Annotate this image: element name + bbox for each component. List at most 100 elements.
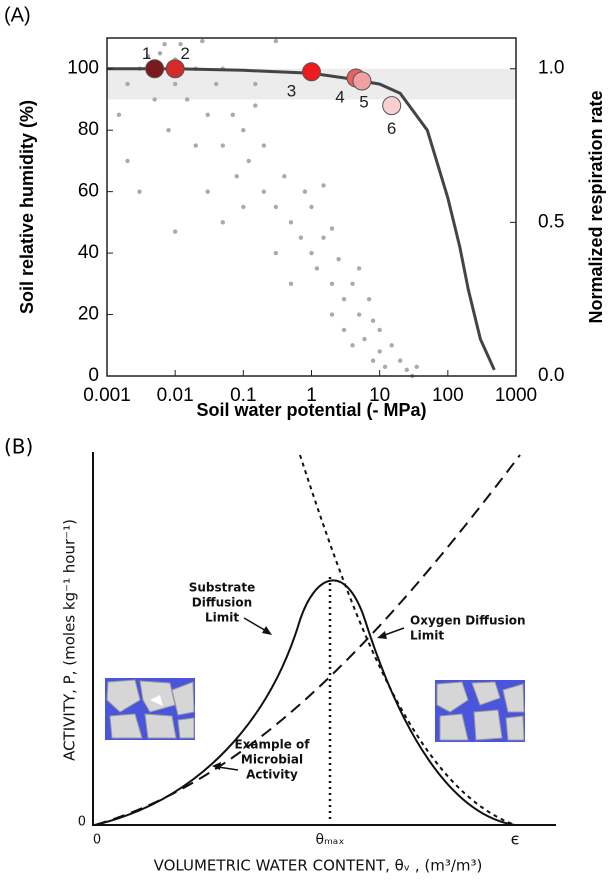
scatter-point	[166, 127, 171, 133]
scatter-point	[230, 112, 235, 118]
oxygen-label: Oxygen Diffusion	[410, 614, 526, 628]
scatter-point	[298, 235, 304, 240]
scatter-point	[205, 189, 210, 194]
scatter-point	[282, 174, 287, 179]
scatter-point	[241, 127, 246, 133]
scatter-point	[366, 296, 372, 302]
marker-label: 3	[287, 81, 296, 100]
x-axis-label: Soil water potential (- MPa)	[196, 400, 426, 420]
scatter-point	[234, 174, 239, 179]
activity-label: Example of	[234, 738, 310, 752]
scatter-point	[329, 281, 335, 287]
scatter-point	[172, 229, 178, 234]
activity-curve	[94, 579, 516, 826]
scatter-point	[370, 318, 376, 323]
scatter-point	[241, 204, 246, 210]
y2-tick-label: 0.5	[538, 211, 564, 232]
marker	[382, 96, 402, 116]
activity-label: Activity	[246, 768, 298, 782]
arrowhead	[262, 626, 272, 635]
arrowhead	[212, 762, 221, 770]
scatter-point	[205, 112, 210, 118]
soil-wet-image	[435, 680, 525, 742]
marker-label: 5	[359, 93, 368, 112]
y-tick-label: 80	[78, 119, 99, 140]
scatter-point	[377, 349, 382, 354]
scatter-point	[157, 51, 163, 56]
scatter-point	[356, 312, 362, 317]
x-tick-label: 0.001	[83, 385, 131, 406]
scatter-point	[382, 364, 388, 369]
x-peak-label: θₘₐₓ	[316, 832, 345, 848]
arrowhead	[377, 631, 387, 639]
scatter-point	[329, 312, 335, 317]
oxygen-curve	[299, 454, 516, 826]
x-axis-label: VOLUMETRIC WATER CONTENT, θᵥ , (m³/m³)	[154, 857, 483, 875]
scatter-point	[356, 266, 362, 271]
scatter-point	[414, 364, 419, 369]
y-axis-label: ACTIVITY, P, (moles kg⁻¹ hour⁻¹)	[61, 519, 79, 761]
y-tick-label: 60	[78, 181, 99, 202]
marker-label: 1	[142, 44, 151, 63]
y-axis-label: Soil relative humidity (%)	[17, 100, 37, 314]
scatter-point	[273, 204, 279, 210]
scatter-point	[314, 266, 320, 271]
scatter-point	[321, 235, 326, 240]
marker-label: 6	[387, 119, 396, 138]
x-tick-label: 1	[306, 385, 317, 406]
scatter-point	[193, 143, 198, 148]
respiration-curve	[107, 67, 496, 371]
scatter-point	[261, 189, 267, 194]
substrate-label: Diffusion	[192, 596, 252, 610]
scatter-point	[309, 250, 314, 256]
scatter-point	[246, 158, 251, 164]
scatter-point	[302, 189, 308, 194]
panel-b: (B) ACTI	[4, 435, 556, 875]
scatter-point	[145, 54, 151, 59]
scatter-point	[116, 112, 122, 118]
panel-label: (B)	[4, 435, 33, 459]
scatter-point	[288, 220, 294, 225]
y2-tick-label: 1.0	[538, 58, 564, 79]
x-end-label: є	[511, 830, 520, 849]
x-tick-label: 10	[369, 385, 390, 406]
marker	[302, 62, 321, 82]
scatter-point	[184, 97, 190, 102]
scatter-point	[261, 143, 267, 148]
panel-a: (A) 1 2 3 4 56 0.001 0.01 0.1 1 10 100 1000 0 20 40 60 8…	[4, 4, 606, 419]
substrate-label: Substrate	[189, 581, 256, 595]
panel-label: (A)	[4, 4, 31, 26]
scatter-point	[329, 226, 335, 231]
substrate-curve	[94, 454, 521, 826]
x-tick-label: 100	[432, 385, 464, 406]
soil-dry-image	[105, 678, 195, 740]
scatter-point	[389, 343, 394, 348]
scatter-point	[214, 81, 219, 87]
scatter-point	[350, 281, 355, 287]
y-tick-label: 40	[78, 242, 99, 263]
scatter-point	[273, 250, 279, 256]
y-tick-label: 0	[88, 365, 99, 386]
x-origin-label: 0	[93, 833, 101, 848]
oxygen-label: Limit	[410, 629, 444, 643]
scatter-point	[125, 158, 130, 164]
scatter-point	[220, 143, 226, 148]
y-tick-label: 100	[67, 58, 99, 79]
scatter-point	[362, 336, 367, 342]
y-origin-label: 0	[78, 815, 86, 830]
scatter-point	[397, 358, 403, 363]
scatter-point	[404, 367, 409, 373]
scatter-point	[341, 327, 347, 333]
scatter-point	[309, 204, 314, 210]
scatter-point	[220, 220, 226, 225]
scatter-point	[288, 281, 294, 287]
scatter-point	[370, 358, 376, 363]
scatter-point	[200, 38, 205, 44]
x-tick-label: 0.01	[157, 385, 194, 406]
x-tick-label: 0.1	[230, 385, 256, 406]
marker	[145, 59, 165, 79]
scatter-point	[253, 81, 258, 87]
scatter-point	[162, 41, 167, 47]
scatter-point	[336, 257, 341, 262]
